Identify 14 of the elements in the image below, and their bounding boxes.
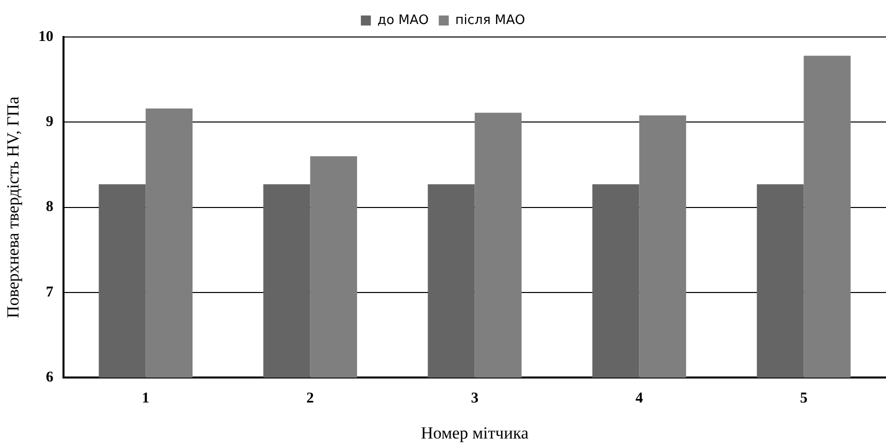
y-tick-label: 8 [46, 199, 54, 216]
x-tick-label: 4 [635, 390, 644, 406]
y-axis-title: Поверхнева твердість HV, ГПа [4, 96, 23, 318]
x-axis-title: Номер мітчика [420, 423, 529, 442]
x-tick-label: 3 [470, 390, 478, 406]
x-tick-label: 5 [800, 390, 808, 406]
y-tick-label: 6 [46, 369, 54, 386]
y-tick-label: 7 [46, 284, 54, 300]
x-tick-label: 2 [306, 390, 314, 406]
x-tick-label: 1 [142, 390, 150, 406]
legend-label: після МАО [455, 12, 526, 28]
legend-label: до МАО [377, 12, 429, 28]
y-tick-label: 9 [46, 114, 54, 130]
y-tick-label: 10 [38, 28, 54, 45]
